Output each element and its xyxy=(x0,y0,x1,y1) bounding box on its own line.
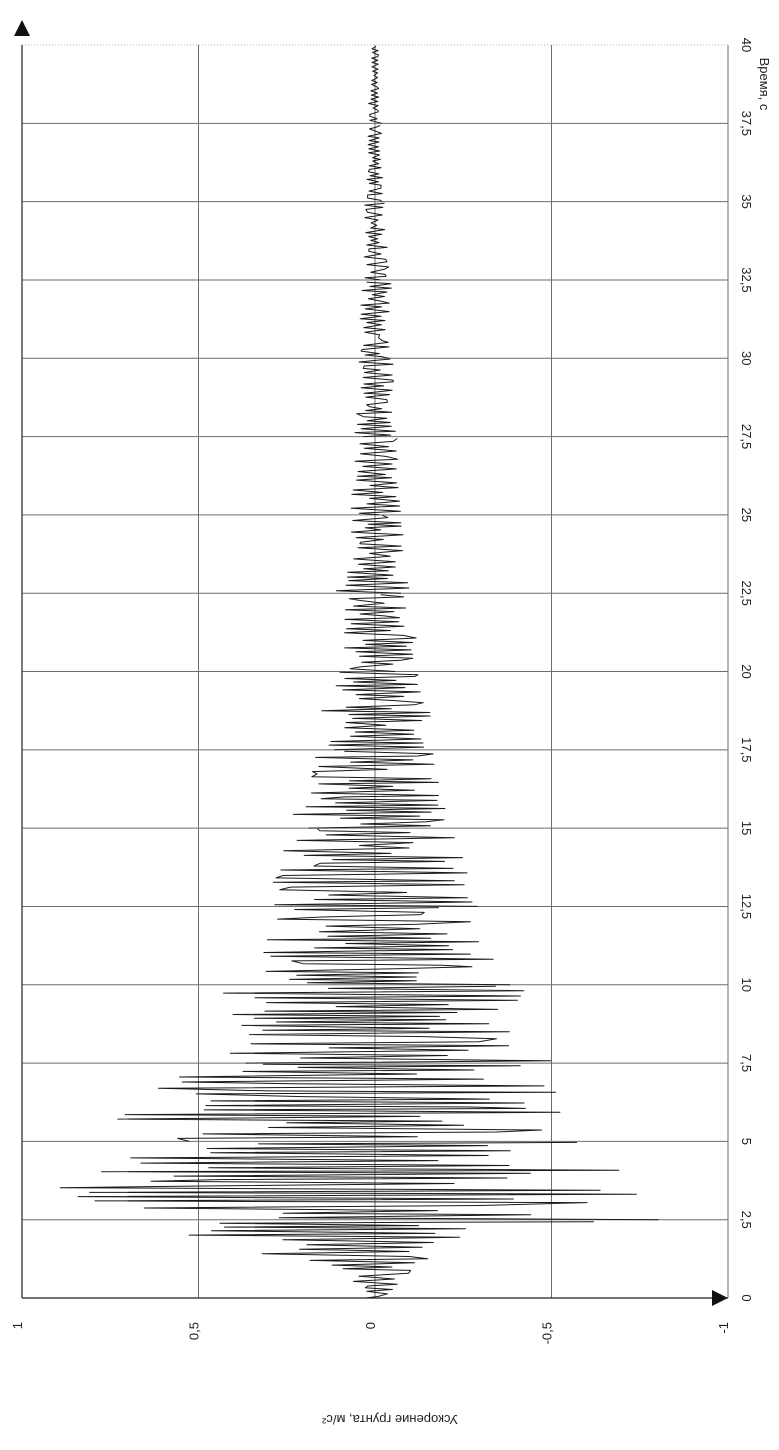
grid xyxy=(22,44,729,1298)
signal-segment xyxy=(272,828,478,907)
y-tick-label: -1 xyxy=(716,1322,731,1334)
x-tick-label: 17,5 xyxy=(739,737,754,762)
signal-segment xyxy=(117,1063,561,1142)
signal-trace xyxy=(59,46,659,1299)
axes xyxy=(14,20,728,1306)
y-axis-arrow xyxy=(14,20,30,36)
signal-segment xyxy=(368,46,382,124)
x-tick-label: 20 xyxy=(739,664,754,678)
x-axis-arrow xyxy=(712,1290,728,1306)
signal-segment xyxy=(263,907,511,986)
x-tick-label: 27,5 xyxy=(739,424,754,449)
x-tick-label: 12,5 xyxy=(739,894,754,919)
x-tick-label: 22,5 xyxy=(739,581,754,606)
y-tick-labels: -1 -0,5 0 0,5 1 xyxy=(10,1322,731,1344)
y-tick-label: -0,5 xyxy=(540,1322,555,1344)
x-tick-label: 2,5 xyxy=(739,1211,754,1229)
x-axis-label: Время, с xyxy=(757,58,772,111)
signal-segment xyxy=(321,671,431,751)
signal-segment xyxy=(366,124,384,202)
signal-segment xyxy=(359,281,392,359)
x-tick-labels: 0 2,5 5 7,5 10 12,5 15 17,5 20 22,5 25 27,5 30 32,5 35… xyxy=(739,38,754,1302)
x-tick-label: 7,5 xyxy=(739,1054,754,1072)
x-tick-label: 32,5 xyxy=(739,267,754,292)
x-tick-label: 5 xyxy=(739,1138,754,1145)
signal-segment xyxy=(292,750,446,829)
x-tick-label: 37,5 xyxy=(739,111,754,136)
x-tick-label: 25 xyxy=(739,508,754,522)
x-tick-label: 40 xyxy=(739,38,754,52)
x-tick-label: 35 xyxy=(739,194,754,208)
y-axis-label: Ускорение грунта, м/с² xyxy=(321,1412,458,1427)
signal-segment xyxy=(59,1141,659,1221)
signal-segment xyxy=(354,358,396,438)
signal-segment xyxy=(350,438,401,516)
y-tick-label: 0 xyxy=(363,1322,378,1329)
signal-segment xyxy=(223,985,552,1064)
signal-segment xyxy=(344,594,417,672)
y-tick-label: 1 xyxy=(10,1322,25,1329)
x-tick-label: 0 xyxy=(739,1294,754,1301)
x-tick-label: 10 xyxy=(739,978,754,992)
x-tick-label: 30 xyxy=(739,351,754,365)
x-tick-label: 15 xyxy=(739,821,754,835)
signal-segment xyxy=(363,202,390,281)
signal-segment xyxy=(335,514,410,594)
signal-segment xyxy=(188,1221,595,1299)
y-tick-label: 0,5 xyxy=(187,1322,202,1340)
